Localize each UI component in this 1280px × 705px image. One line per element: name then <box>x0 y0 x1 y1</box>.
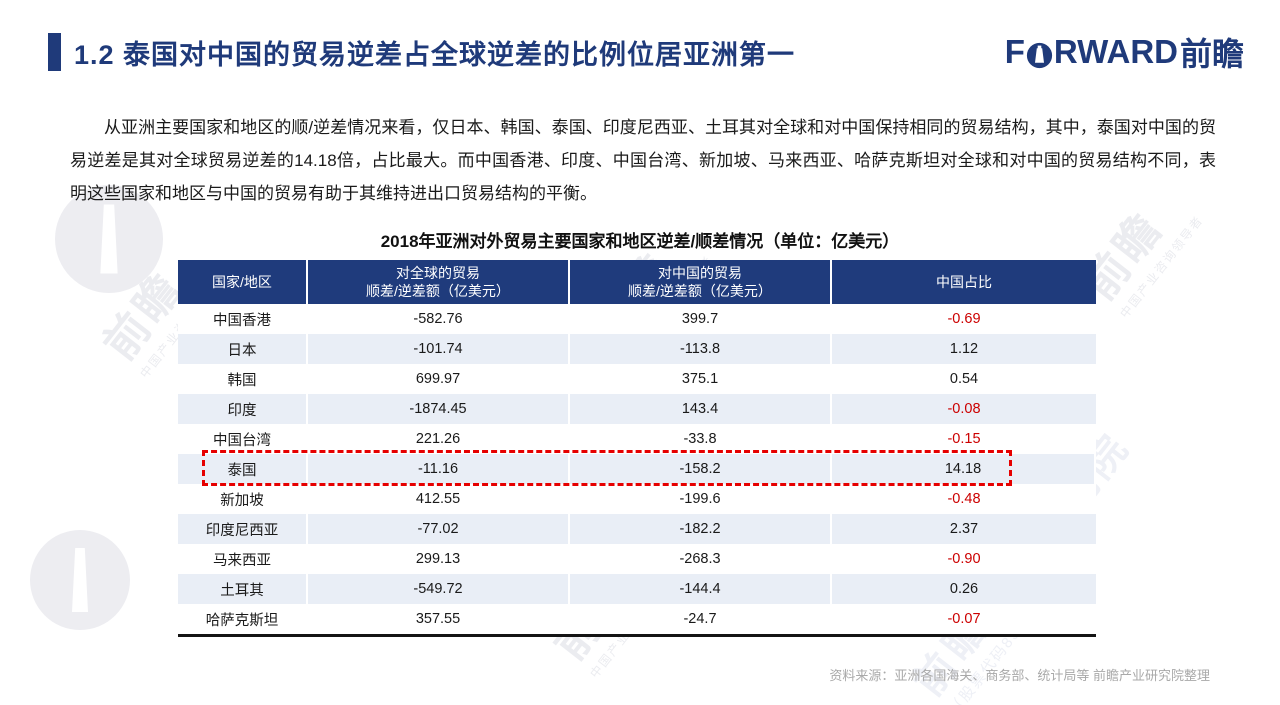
china-ratio-cell: -0.90 <box>947 551 981 567</box>
table-row: 哈萨克斯坦 357.55 -24.7 -0.07 <box>178 604 1096 634</box>
china-balance-cell: -33.8 <box>570 424 832 454</box>
table-row: 中国香港 -582.76 399.7 -0.69 <box>178 304 1096 334</box>
country-cell: 新加坡 <box>178 484 308 514</box>
page-title: 1.2 泰国对中国的贸易逆差占全球逆差的比例位居亚洲第一 <box>74 39 796 70</box>
global-balance-cell: 221.26 <box>308 424 570 454</box>
country-cell: 哈萨克斯坦 <box>178 604 308 634</box>
col-header-country: 国家/地区 <box>178 260 308 304</box>
watermark: 前瞻 中国产业咨询领导者 <box>1074 203 1207 321</box>
china-balance-cell: 375.1 <box>570 364 832 394</box>
body-paragraph: 从亚洲主要国家和地区的顺/逆差情况来看，仅日本、韩国、泰国、印度尼西亚、土耳其对… <box>70 118 1216 203</box>
table-row: 泰国 -11.16 -158.2 14.18 <box>178 450 1096 486</box>
lighthouse-o-icon <box>1026 39 1053 68</box>
trade-table: 国家/地区 对全球的贸易 顺差/逆差额（亿美元） 对中国的贸易 顺差/逆差额（亿… <box>178 260 1096 637</box>
country-cell: 中国香港 <box>178 304 308 334</box>
china-balance-cell: -182.2 <box>570 514 832 544</box>
table-row: 印度尼西亚 -77.02 -182.2 2.37 <box>178 514 1096 544</box>
china-balance-cell: -199.6 <box>570 484 832 514</box>
country-cell: 印度尼西亚 <box>178 514 308 544</box>
china-ratio-cell: -0.15 <box>947 431 981 447</box>
country-cell: 中国台湾 <box>178 424 308 454</box>
china-ratio-cell: 1.12 <box>949 341 979 357</box>
china-ratio-cell: -0.07 <box>947 611 981 627</box>
global-balance-cell: -101.74 <box>308 334 570 364</box>
forward-watermark-logo-icon <box>30 530 130 630</box>
china-ratio-cell: -0.69 <box>947 311 981 327</box>
china-ratio-cell: 14.18 <box>832 454 1096 484</box>
china-balance-cell: -24.7 <box>570 604 832 634</box>
china-ratio-cell: -0.48 <box>947 491 981 507</box>
global-balance-cell: 412.55 <box>308 484 570 514</box>
col-header-china-ratio: 中国占比 <box>936 274 992 290</box>
source-note: 资料来源：亚洲各国海关、商务部、统计局等 前瞻产业研究院整理 <box>829 668 1210 683</box>
table-header-row: 国家/地区 对全球的贸易 顺差/逆差额（亿美元） 对中国的贸易 顺差/逆差额（亿… <box>178 260 1096 304</box>
table-row: 土耳其 -549.72 -144.4 0.26 <box>178 574 1096 604</box>
china-balance-cell: 143.4 <box>570 394 832 424</box>
country-cell: 泰国 <box>178 454 308 484</box>
china-ratio-cell: 0.54 <box>949 371 979 387</box>
logo-text-en-post: RWARD <box>1053 33 1178 70</box>
china-balance-cell: 399.7 <box>570 304 832 334</box>
global-balance-cell: -1874.45 <box>308 394 570 424</box>
china-balance-cell: -113.8 <box>570 334 832 364</box>
col-header-global-balance: 对全球的贸易 顺差/逆差额（亿美元） <box>308 260 570 304</box>
forward-logo: F RWARD 前瞻 <box>1005 29 1244 75</box>
logo-text-en-pre: F <box>1004 33 1025 70</box>
china-ratio-cell: 2.37 <box>949 521 979 537</box>
china-ratio-cell: -0.08 <box>947 401 981 417</box>
country-cell: 马来西亚 <box>178 544 308 574</box>
country-cell: 印度 <box>178 394 308 424</box>
global-balance-cell: -549.72 <box>308 574 570 604</box>
slide-header: 1.2 泰国对中国的贸易逆差占全球逆差的比例位居亚洲第一 F RWARD 前瞻 <box>48 30 1244 74</box>
watermark <box>30 530 130 630</box>
china-balance-cell: -144.4 <box>570 574 832 604</box>
title-accent-bar <box>48 33 61 71</box>
global-balance-cell: -77.02 <box>308 514 570 544</box>
table-row: 印度 -1874.45 143.4 -0.08 <box>178 394 1096 424</box>
logo-text-cn: 前瞻 <box>1179 36 1244 72</box>
table-row: 新加坡 412.55 -199.6 -0.48 <box>178 484 1096 514</box>
table-row: 马来西亚 299.13 -268.3 -0.90 <box>178 544 1096 574</box>
country-cell: 日本 <box>178 334 308 364</box>
global-balance-cell: -582.76 <box>308 304 570 334</box>
global-balance-cell: -11.16 <box>308 454 570 484</box>
country-cell: 土耳其 <box>178 574 308 604</box>
thailand-highlight-box <box>202 450 1012 486</box>
table-row: 日本 -101.74 -113.8 1.12 <box>178 334 1096 364</box>
col-header-china-balance: 对中国的贸易 顺差/逆差额（亿美元） <box>570 260 832 304</box>
global-balance-cell: 357.55 <box>308 604 570 634</box>
table-row: 韩国 699.97 375.1 0.54 <box>178 364 1096 394</box>
table-body: 中国香港 -582.76 399.7 -0.69 日本 -101.74 -113.8 1.12… <box>178 304 1096 634</box>
china-balance-cell: -268.3 <box>570 544 832 574</box>
china-ratio-cell: 0.26 <box>949 581 979 597</box>
global-balance-cell: 299.13 <box>308 544 570 574</box>
table-row: 中国台湾 221.26 -33.8 -0.15 <box>178 424 1096 454</box>
china-balance-cell: -158.2 <box>570 454 832 484</box>
global-balance-cell: 699.97 <box>308 364 570 394</box>
country-cell: 韩国 <box>178 364 308 394</box>
table-title: 2018年亚洲对外贸易主要国家和地区逆差/顺差情况（单位：亿美元） <box>380 232 900 251</box>
